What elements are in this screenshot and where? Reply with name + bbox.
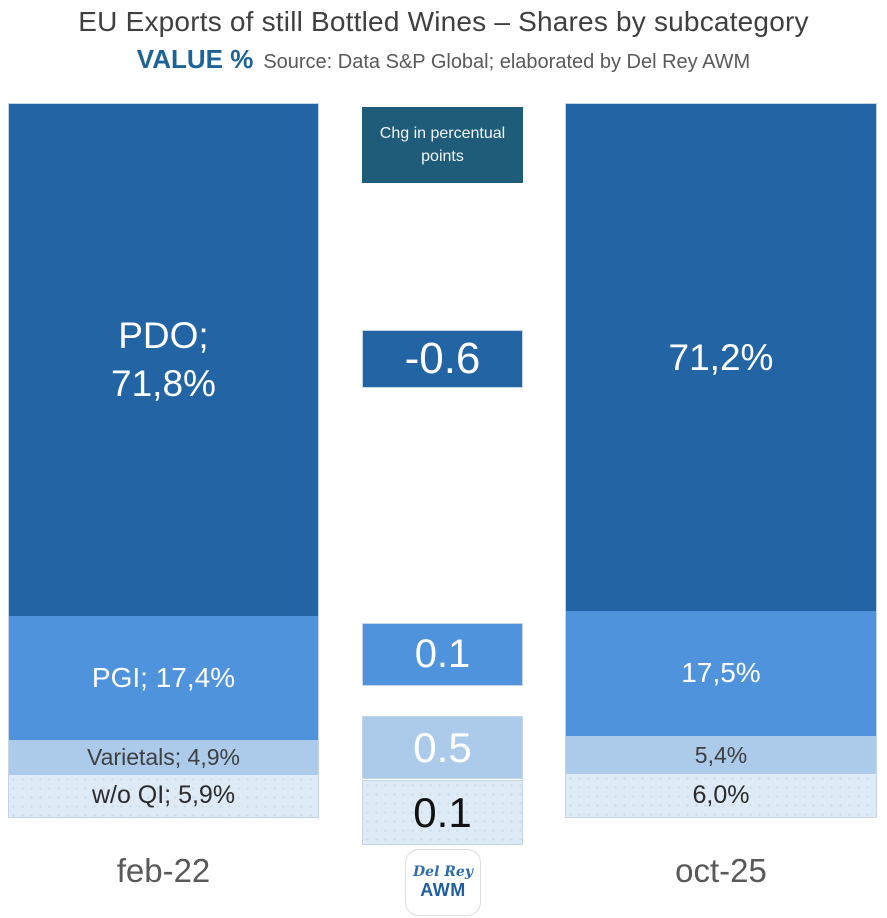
change-value-pdo: -0.6 [404, 334, 481, 383]
logo-line-awm: AWM [420, 880, 466, 900]
change-box-pdo: -0.6 [362, 330, 523, 388]
segment-pgi-feb22: PGI; 17,4% [9, 615, 318, 740]
change-value-pgi: 0.1 [414, 632, 471, 676]
delrey-awm-logo: Del Rey AWM [405, 849, 481, 916]
logo-line-delrey: Del Rey [413, 864, 473, 880]
segment-label-pgi-oct25: 17,5% [681, 657, 761, 689]
stacked-bar-oct25: 71,2% 17,5% 5,4% 6,0% [565, 103, 877, 818]
change-column-header-box: Chg in percentual points [362, 107, 523, 183]
segment-label-woqi-oct25: 6,0% [692, 781, 750, 810]
axis-label-feb22: feb-22 [116, 852, 211, 889]
change-box-varietals: 0.5 [362, 716, 523, 779]
segment-pdo-oct25: 71,2% [566, 104, 876, 612]
segment-label-pdo-oct25: 71,2% [668, 336, 774, 378]
metric-label: VALUE % [136, 44, 254, 74]
segment-pdo-feb22: PDO; 71,8% [9, 104, 318, 616]
source-label: Source: Data S&P Global; elaborated by D… [263, 51, 751, 73]
change-column-header-label: Chg in percentual points [379, 124, 506, 165]
segment-woqi-feb22: w/o QI; 5,9% [9, 774, 318, 817]
segment-label-woqi-feb22: w/o QI; 5,9% [91, 781, 236, 810]
change-value-varietals: 0.5 [413, 723, 472, 771]
change-value-woqi: 0.1 [413, 788, 472, 836]
segment-varietals-oct25: 5,4% [566, 735, 876, 775]
segment-pgi-oct25: 17,5% [566, 611, 876, 736]
axis-label-oct25: oct-25 [675, 852, 767, 889]
segment-woqi-oct25: 6,0% [566, 774, 876, 817]
segment-label-pdo-feb22: PDO; 71,8% [111, 314, 216, 404]
segment-varietals-feb22: Varietals; 4,9% [9, 739, 318, 775]
change-box-pgi: 0.1 [362, 623, 523, 686]
chart-title: EU Exports of still Bottled Wines – Shar… [78, 6, 809, 37]
stacked-bar-feb22: PDO; 71,8% PGI; 17,4% Varietals; 4,9% w/… [8, 103, 319, 818]
segment-label-varietals-oct25: 5,4% [694, 741, 748, 768]
change-box-woqi: 0.1 [362, 780, 523, 845]
segment-label-varietals-feb22: Varietals; 4,9% [87, 743, 240, 770]
chart-subtitle: VALUE % Source: Data S&P Global; elabora… [0, 44, 887, 75]
segment-label-pgi-feb22: PGI; 17,4% [91, 661, 236, 693]
